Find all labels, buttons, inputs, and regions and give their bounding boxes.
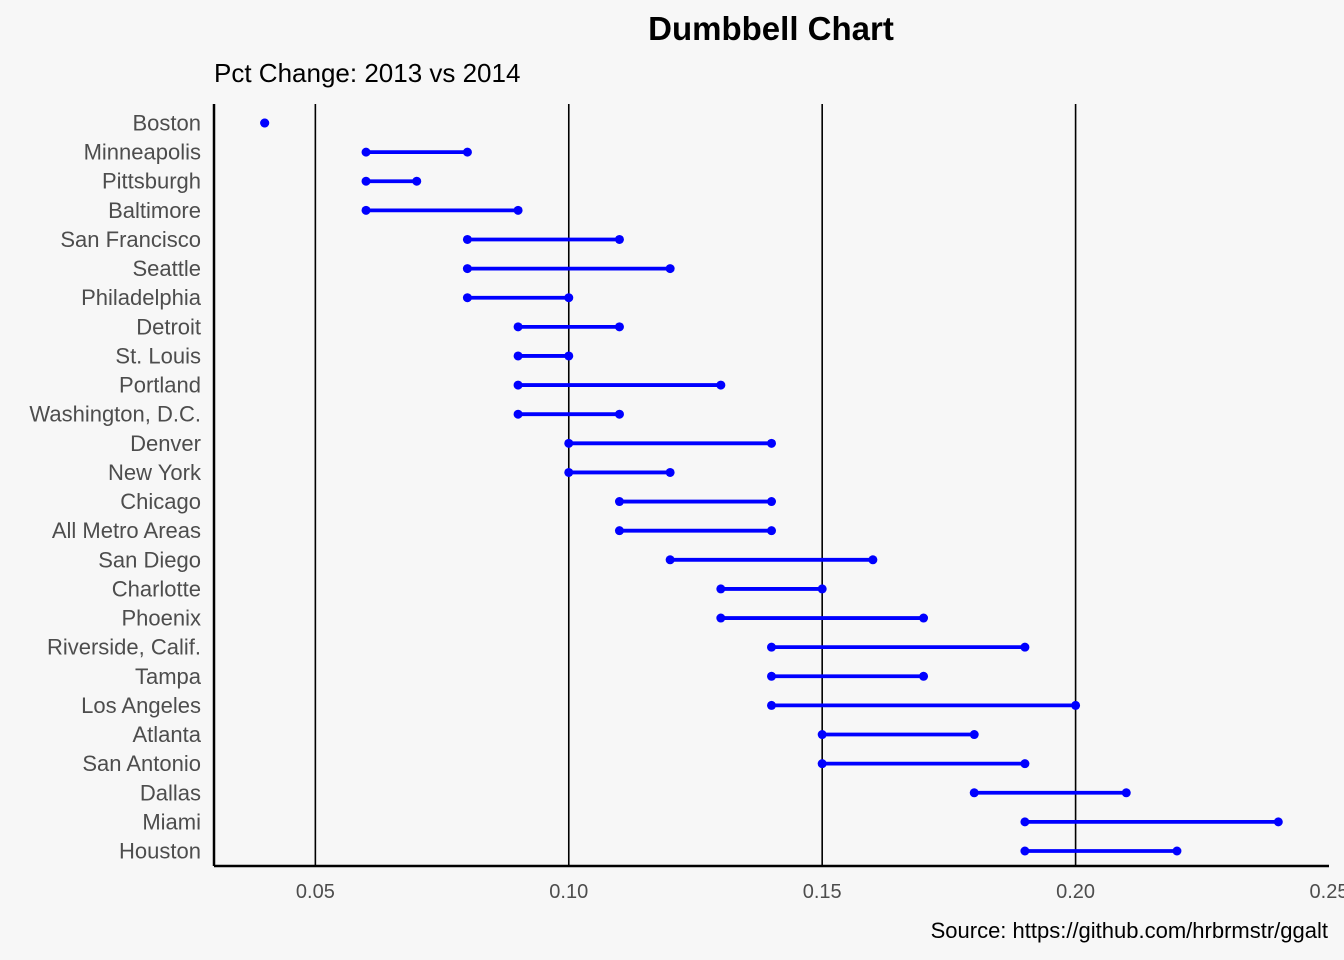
x-tick-label: 0.10 — [549, 881, 588, 903]
point-2014 — [1273, 817, 1283, 827]
y-tick-label: St. Louis — [115, 343, 201, 368]
point-2014 — [1020, 759, 1030, 769]
point-2014 — [1020, 642, 1030, 652]
y-tick-label: Atlanta — [133, 722, 202, 747]
y-tick-label: San Diego — [98, 547, 201, 572]
point-2013 — [462, 264, 472, 274]
x-axis-labels: 0.05 0.10 0.15 0.20 0.25 — [296, 881, 1344, 903]
grid-lines — [314, 104, 1077, 866]
point-2014 — [614, 409, 624, 419]
point-2013 — [564, 467, 574, 477]
point-2013 — [716, 584, 726, 594]
x-tick-label: 0.25 — [1310, 881, 1344, 903]
axes — [212, 104, 1329, 868]
y-tick-label: Phoenix — [121, 606, 201, 631]
y-tick-label: Riverside, Calif. — [47, 635, 201, 660]
point-2013 — [665, 555, 675, 565]
point-2014 — [767, 438, 776, 448]
point-2013 — [462, 234, 472, 244]
point-2014 — [412, 176, 422, 186]
chart-title: Dumbbell Chart — [648, 10, 894, 47]
point-2014 — [969, 730, 979, 740]
point-2014 — [260, 118, 270, 128]
y-tick-label: Houston — [119, 839, 201, 864]
y-tick-label: Portland — [119, 373, 201, 398]
y-tick-label: Denver — [130, 431, 201, 456]
chart-caption: Source: https://github.com/hrbrmstr/ggal… — [931, 918, 1328, 943]
y-tick-label: Detroit — [136, 314, 201, 339]
x-tick-label: 0.05 — [296, 881, 335, 903]
point-2013 — [969, 788, 979, 798]
point-2014 — [564, 293, 574, 303]
y-tick-label: Pittsburgh — [102, 169, 201, 194]
x-tick-label: 0.20 — [1056, 881, 1095, 903]
point-2013 — [513, 322, 523, 332]
point-2013 — [817, 759, 827, 769]
point-2014 — [614, 322, 624, 332]
y-tick-label: New York — [108, 460, 202, 485]
point-2014 — [716, 380, 726, 390]
point-2013 — [716, 613, 726, 623]
point-2013 — [817, 730, 827, 740]
point-2013 — [513, 351, 523, 361]
point-2014 — [1071, 700, 1081, 710]
y-axis-labels: Boston Minneapolis Pittsburgh Baltimore San … — [29, 111, 202, 864]
y-tick-label: Charlotte — [112, 576, 201, 601]
point-2013 — [614, 497, 624, 507]
point-2014 — [919, 613, 929, 623]
y-tick-label: Miami — [142, 809, 201, 834]
point-2014 — [919, 671, 929, 681]
point-2013 — [462, 293, 472, 303]
point-2013 — [767, 671, 776, 681]
y-tick-label: Philadelphia — [81, 285, 202, 310]
point-2013 — [361, 205, 371, 215]
point-2013 — [1020, 846, 1030, 856]
point-2013 — [767, 700, 776, 710]
point-2014 — [767, 526, 776, 536]
y-tick-label: San Antonio — [82, 751, 201, 776]
y-tick-label: Baltimore — [108, 198, 201, 223]
point-2014 — [665, 467, 675, 477]
point-2014 — [1172, 846, 1182, 856]
y-tick-label: Boston — [133, 111, 202, 136]
point-2013 — [767, 642, 776, 652]
y-tick-label: Seattle — [133, 256, 202, 281]
y-tick-label: Washington, D.C. — [29, 402, 201, 427]
point-2013 — [614, 526, 624, 536]
y-tick-label: San Francisco — [60, 227, 201, 252]
point-2013 — [361, 176, 371, 186]
y-tick-label: Dallas — [140, 780, 201, 805]
point-2014 — [767, 497, 776, 507]
point-2014 — [564, 351, 574, 361]
point-2014 — [614, 234, 624, 244]
y-tick-label: Los Angeles — [81, 693, 201, 718]
chart-subtitle: Pct Change: 2013 vs 2014 — [214, 58, 520, 88]
point-2013 — [513, 380, 523, 390]
x-tick-label: 0.15 — [803, 881, 842, 903]
point-2014 — [1121, 788, 1131, 798]
point-2013 — [361, 147, 371, 157]
y-tick-label: Chicago — [120, 489, 201, 514]
point-2014 — [513, 205, 523, 215]
point-2014 — [665, 264, 675, 274]
y-tick-label: Tampa — [135, 664, 202, 689]
y-tick-label: Minneapolis — [84, 140, 201, 165]
point-2014 — [462, 147, 472, 157]
dumbbell-marks — [260, 118, 1283, 856]
y-tick-label: All Metro Areas — [52, 518, 201, 543]
point-2013 — [564, 438, 574, 448]
point-2013 — [513, 409, 523, 419]
point-2014 — [868, 555, 878, 565]
point-2013 — [1020, 817, 1030, 827]
point-2014 — [817, 584, 827, 594]
